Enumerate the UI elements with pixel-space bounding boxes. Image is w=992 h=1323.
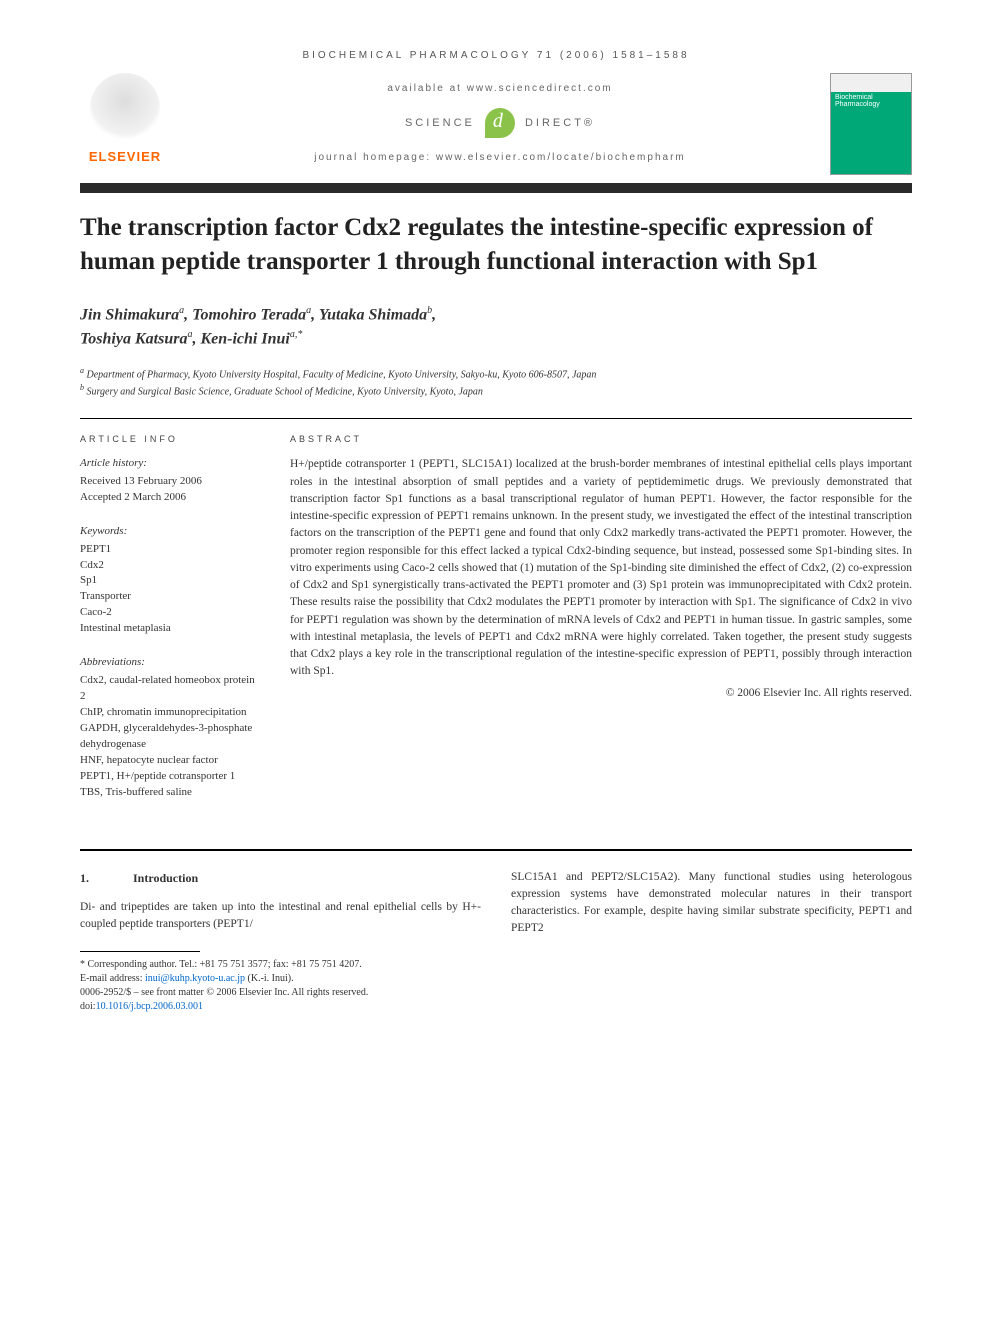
abbrev-item: TBS, Tris-buffered saline: [80, 785, 260, 801]
doi-line: doi:10.1016/j.bcp.2006.03.001: [80, 1000, 481, 1014]
email-attribution: (K.-i. Inui).: [248, 973, 294, 984]
email-line: E-mail address: inui@kuhp.kyoto-u.ac.jp …: [80, 972, 481, 986]
author-3: Yutaka Shimada: [319, 306, 427, 323]
author-4-aff: a: [187, 329, 192, 340]
keyword-item: PEPT1: [80, 542, 260, 558]
abstract-column: ABSTRACT H+/peptide cotransporter 1 (PEP…: [290, 433, 912, 819]
citation-header: BIOCHEMICAL PHARMACOLOGY 71 (2006) 1581–…: [80, 50, 912, 61]
intro-left-text: Di- and tripeptides are taken up into th…: [80, 899, 481, 934]
abbreviations-title: Abbreviations:: [80, 655, 260, 671]
page-container: BIOCHEMICAL PHARMACOLOGY 71 (2006) 1581–…: [0, 0, 992, 1054]
author-1: Jin Shimakura: [80, 306, 179, 323]
footnotes-block: * Corresponding author. Tel.: +81 75 751…: [80, 958, 481, 1014]
abbrev-item: PEPT1, H+/peptide cotransporter 1: [80, 769, 260, 785]
keyword-item: Transporter: [80, 589, 260, 605]
article-history-block: Article history: Received 13 February 20…: [80, 456, 260, 506]
received-date: Received 13 February 2006: [80, 474, 260, 490]
doi-label: doi:: [80, 1001, 96, 1012]
author-1-aff: a: [179, 305, 184, 316]
intro-right-text: SLC15A1 and PEPT2/SLC15A2). Many functio…: [511, 869, 912, 938]
elsevier-tree-icon: [90, 73, 160, 143]
journal-cover-title: Biochemical Pharmacology: [835, 94, 907, 108]
author-2: Tomohiro Terada: [192, 306, 306, 323]
abbrev-item: HNF, hepatocyte nuclear factor: [80, 753, 260, 769]
keywords-title: Keywords:: [80, 524, 260, 540]
publisher-logo: ELSEVIER: [80, 73, 170, 164]
keyword-item: Caco-2: [80, 605, 260, 621]
article-info-label: ARTICLE INFO: [80, 433, 260, 446]
abbrev-item: ChIP, chromatin immunoprecipitation: [80, 705, 260, 721]
affiliation-a-text: Department of Pharmacy, Kyoto University…: [87, 369, 597, 380]
abstract-copyright: © 2006 Elsevier Inc. All rights reserved…: [290, 685, 912, 702]
journal-cover-thumbnail: Biochemical Pharmacology: [830, 73, 912, 175]
accepted-date: Accepted 2 March 2006: [80, 490, 260, 506]
journal-homepage-text: journal homepage: www.elsevier.com/locat…: [170, 152, 830, 163]
keyword-item: Intestinal metaplasia: [80, 621, 260, 637]
issn-copyright-line: 0006-2952/$ – see front matter © 2006 El…: [80, 986, 481, 1000]
available-at-text: available at www.sciencedirect.com: [170, 83, 830, 94]
author-5-aff: a,*: [290, 329, 303, 340]
sciencedirect-logo: SCIENCE DIRECT®: [170, 108, 830, 138]
abstract-label: ABSTRACT: [290, 433, 912, 447]
abstract-text: H+/peptide cotransporter 1 (PEPT1, SLC15…: [290, 456, 912, 680]
affiliation-b-text: Surgery and Surgical Basic Science, Grad…: [87, 387, 483, 398]
article-info-column: ARTICLE INFO Article history: Received 1…: [80, 433, 260, 819]
author-list: Jin Shimakuraa, Tomohiro Teradaa, Yutaka…: [80, 303, 912, 352]
section-1-heading: 1. Introduction: [80, 869, 481, 887]
footnote-separator: [80, 951, 200, 952]
affiliation-a: a Department of Pharmacy, Kyoto Universi…: [80, 365, 912, 382]
author-4: Toshiya Katsura: [80, 330, 187, 347]
keywords-block: Keywords: PEPT1 Cdx2 Sp1 Transporter Cac…: [80, 524, 260, 638]
body-right-column: SLC15A1 and PEPT2/SLC15A2). Many functio…: [511, 869, 912, 1015]
publisher-name: ELSEVIER: [80, 149, 170, 164]
abbreviations-block: Abbreviations: Cdx2, caudal-related home…: [80, 655, 260, 800]
sd-text-left: SCIENCE: [405, 117, 475, 129]
corresponding-author-note: * Corresponding author. Tel.: +81 75 751…: [80, 958, 481, 972]
article-title: The transcription factor Cdx2 regulates …: [80, 211, 912, 279]
author-3-aff: b: [427, 305, 432, 316]
body-columns: 1. Introduction Di- and tripeptides are …: [80, 869, 912, 1015]
header-row: ELSEVIER available at www.sciencedirect.…: [80, 73, 912, 175]
header-center: available at www.sciencedirect.com SCIEN…: [170, 73, 830, 163]
abbrev-item: Cdx2, caudal-related homeobox protein 2: [80, 673, 260, 705]
doi-link[interactable]: 10.1016/j.bcp.2006.03.001: [96, 1001, 204, 1012]
title-separator-bar: [80, 183, 912, 193]
keyword-item: Cdx2: [80, 558, 260, 574]
abbrev-item: GAPDH, glyceraldehydes-3-phosphate dehyd…: [80, 721, 260, 753]
body-separator: [80, 849, 912, 851]
body-left-column: 1. Introduction Di- and tripeptides are …: [80, 869, 481, 1015]
email-label: E-mail address:: [80, 973, 142, 984]
keyword-item: Sp1: [80, 573, 260, 589]
affiliation-list: a Department of Pharmacy, Kyoto Universi…: [80, 365, 912, 400]
info-abstract-row: ARTICLE INFO Article history: Received 1…: [80, 433, 912, 819]
sd-swirl-icon: [485, 108, 515, 138]
author-5: Ken-ichi Inui: [200, 330, 289, 347]
section-number: 1.: [80, 869, 130, 887]
author-2-aff: a: [306, 305, 311, 316]
affiliation-b: b Surgery and Surgical Basic Science, Gr…: [80, 382, 912, 399]
section-title: Introduction: [133, 871, 198, 885]
history-title: Article history:: [80, 456, 260, 472]
sd-text-right: DIRECT®: [525, 117, 595, 129]
author-email-link[interactable]: inui@kuhp.kyoto-u.ac.jp: [145, 973, 245, 984]
info-separator: [80, 418, 912, 419]
